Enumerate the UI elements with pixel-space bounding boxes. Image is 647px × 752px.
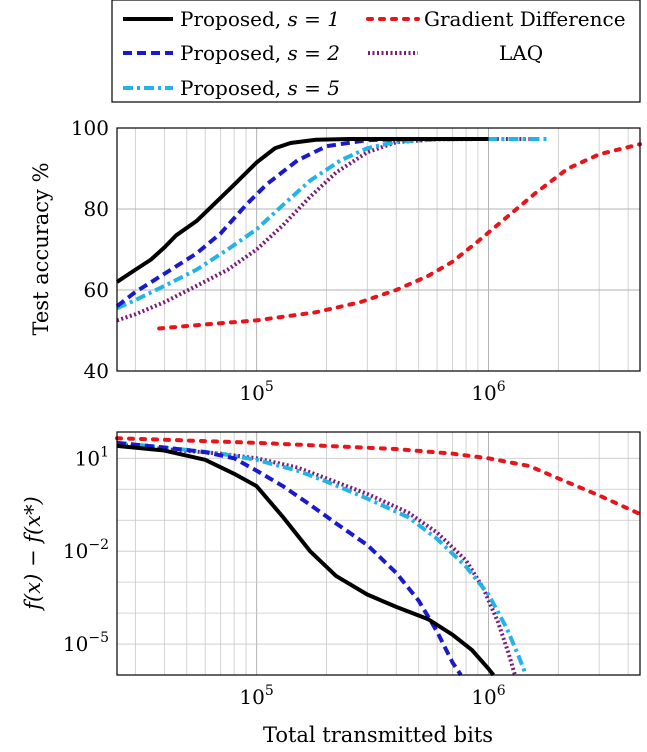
suboptimality-panel: 101 10−2 10−5 105 106 f(x) − f(x*) Total tra…	[21, 431, 642, 747]
accuracy-y-tick-label: 60	[84, 278, 109, 302]
suboptimality-y-tick-label: 101	[75, 444, 109, 470]
accuracy-line-gd	[157, 142, 642, 331]
suboptimality-line-s1	[116, 443, 495, 677]
accuracy-line-s5	[116, 136, 548, 311]
accuracy-series	[115, 136, 642, 331]
x-axis-label: Total transmitted bits	[263, 723, 493, 747]
suboptimality-x-tick-label: 106	[471, 683, 505, 709]
suboptimality-frame	[116, 431, 641, 676]
legend-label-laq: LAQ	[499, 41, 543, 65]
suboptimality-x-tick-label: 105	[239, 683, 273, 709]
legend-label-s5: Proposed, s = 5	[180, 76, 340, 100]
suboptimality-series	[115, 436, 642, 677]
accuracy-x-tick-label: 106	[471, 379, 505, 405]
suboptimality-grid	[117, 432, 640, 675]
suboptimality-line-s5	[116, 440, 528, 676]
accuracy-y-tick-label: 80	[84, 197, 109, 221]
legend-label-s1: Proposed, s = 1	[180, 7, 340, 31]
accuracy-line-s2	[115, 136, 489, 308]
accuracy-y-axis-label: Test accuracy %	[29, 162, 53, 335]
accuracy-grid	[117, 128, 640, 371]
accuracy-line-s1	[115, 136, 489, 284]
accuracy-panel: 40 60 80 100 105 106 Test accuracy %	[29, 116, 642, 405]
accuracy-tick-labels: 40 60 80 100 105 106	[71, 116, 506, 405]
suboptimality-line-s2	[116, 440, 463, 677]
suboptimality-line-laq	[116, 442, 517, 676]
accuracy-line-laq	[116, 136, 530, 323]
accuracy-frame	[116, 127, 641, 372]
legend-label-gd: Gradient Difference	[424, 7, 626, 31]
suboptimality-y-tick-label: 10−2	[63, 537, 109, 563]
accuracy-x-tick-label: 105	[239, 379, 273, 405]
suboptimality-tick-labels: 101 10−2 10−5 105 106	[63, 444, 506, 709]
legend: Proposed, s = 1 Gradient Difference Prop…	[111, 0, 641, 103]
suboptimality-line-gd	[115, 436, 642, 517]
accuracy-y-tick-label: 40	[84, 359, 109, 383]
legend-label-s2: Proposed, s = 2	[180, 41, 340, 65]
accuracy-y-tick-label: 100	[71, 116, 109, 140]
suboptimality-y-tick-label: 10−5	[63, 630, 109, 656]
legend-box	[111, 0, 641, 103]
suboptimality-y-axis-label: f(x) − f(x*)	[21, 496, 45, 611]
